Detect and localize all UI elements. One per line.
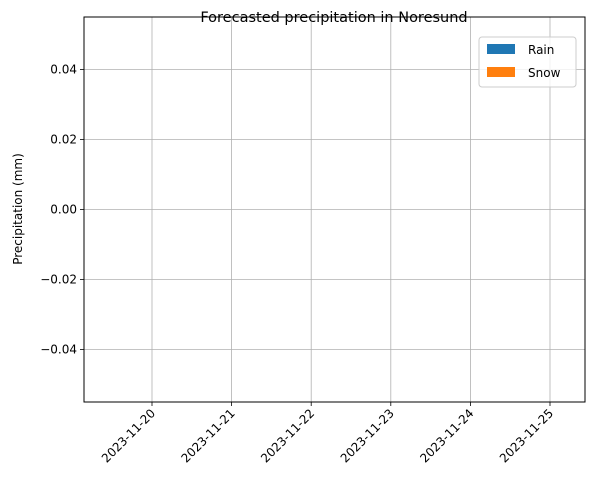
legend-swatch-rain	[487, 44, 515, 54]
y-tick-label: 0.00	[50, 203, 77, 217]
grid-lines	[84, 17, 585, 402]
legend: Rain Snow	[478, 36, 577, 88]
y-ticks: 0.04 0.02 0.00 −0.02 −0.04	[40, 63, 84, 357]
y-tick-label: 0.02	[50, 133, 77, 147]
y-tick-label: 0.04	[50, 63, 77, 77]
legend-label-rain: Rain	[528, 43, 554, 57]
y-tick-label: −0.02	[40, 273, 77, 287]
legend-label-snow: Snow	[528, 66, 561, 80]
chart-title: Forecasted precipitation in Noresund	[200, 10, 467, 26]
y-axis-label: Precipitation (mm)	[11, 153, 25, 265]
legend-swatch-snow	[487, 67, 515, 77]
y-tick-label: −0.04	[40, 343, 77, 357]
